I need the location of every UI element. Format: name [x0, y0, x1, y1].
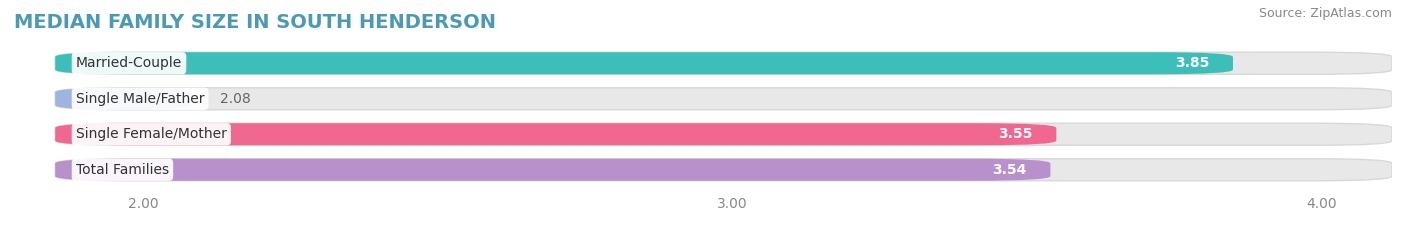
Text: 3.55: 3.55 [998, 127, 1033, 141]
FancyBboxPatch shape [55, 159, 1392, 181]
Text: Single Female/Mother: Single Female/Mother [76, 127, 226, 141]
Text: 3.54: 3.54 [993, 163, 1026, 177]
Text: 3.85: 3.85 [1175, 56, 1209, 70]
Text: MEDIAN FAMILY SIZE IN SOUTH HENDERSON: MEDIAN FAMILY SIZE IN SOUTH HENDERSON [14, 13, 496, 32]
Text: Total Families: Total Families [76, 163, 169, 177]
Text: 2.08: 2.08 [221, 92, 250, 106]
FancyBboxPatch shape [55, 123, 1056, 145]
Text: Single Male/Father: Single Male/Father [76, 92, 204, 106]
FancyBboxPatch shape [55, 159, 1050, 181]
Text: Source: ZipAtlas.com: Source: ZipAtlas.com [1258, 7, 1392, 20]
FancyBboxPatch shape [55, 88, 1392, 110]
FancyBboxPatch shape [55, 88, 191, 110]
FancyBboxPatch shape [55, 123, 1392, 145]
FancyBboxPatch shape [55, 52, 1392, 74]
FancyBboxPatch shape [55, 52, 1233, 74]
Text: Married-Couple: Married-Couple [76, 56, 183, 70]
